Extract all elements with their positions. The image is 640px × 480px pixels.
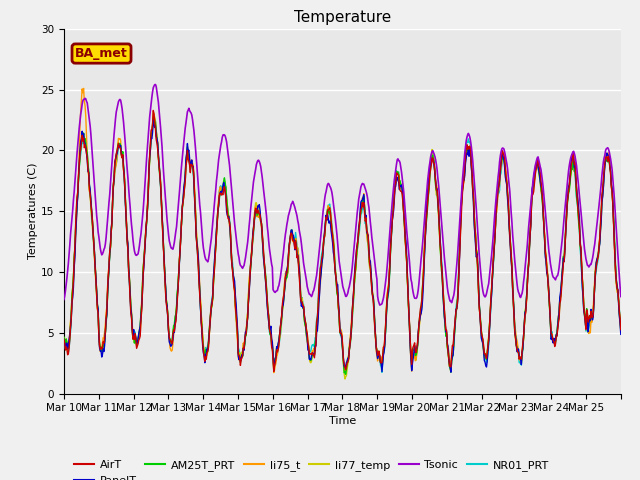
- AirT: [125, 277, 133, 283]
- AM25T_PRT: [617, 328, 625, 334]
- li75_t: [228, 265, 236, 271]
- Tsonic: [60, 297, 68, 302]
- li77_temp: [617, 327, 625, 333]
- Tsonic: [401, 208, 409, 214]
- PanelT: [125, 276, 133, 281]
- li77_temp: [433, 192, 440, 198]
- AirT: [150, 108, 157, 113]
- Y-axis label: Temperatures (C): Temperatures (C): [28, 163, 38, 260]
- li75_t: [256, 216, 264, 222]
- NR01_PRT: [125, 280, 133, 286]
- Tsonic: [125, 195, 133, 201]
- NR01_PRT: [433, 188, 440, 193]
- li77_temp: [277, 325, 285, 331]
- AM25T_PRT: [228, 264, 236, 270]
- NR01_PRT: [256, 209, 264, 215]
- li77_temp: [60, 336, 68, 342]
- li77_temp: [125, 275, 133, 280]
- AM25T_PRT: [150, 115, 158, 120]
- AirT: [433, 187, 440, 193]
- Tsonic: [376, 302, 383, 308]
- Line: NR01_PRT: NR01_PRT: [64, 113, 621, 372]
- li77_temp: [341, 376, 349, 382]
- AirT: [401, 236, 409, 242]
- PanelT: [432, 179, 440, 185]
- PanelT: [617, 332, 625, 337]
- AirT: [278, 311, 285, 316]
- PanelT: [228, 264, 236, 270]
- Tsonic: [228, 195, 236, 201]
- li77_temp: [256, 212, 264, 218]
- PanelT: [60, 337, 68, 343]
- Tsonic: [277, 269, 285, 275]
- NR01_PRT: [277, 326, 285, 332]
- AM25T_PRT: [256, 212, 264, 217]
- li75_t: [126, 286, 134, 292]
- NR01_PRT: [617, 323, 625, 328]
- Line: Tsonic: Tsonic: [64, 84, 621, 305]
- Line: li75_t: li75_t: [64, 88, 621, 372]
- AirT: [270, 369, 278, 374]
- PanelT: [447, 369, 455, 375]
- PanelT: [401, 219, 408, 225]
- PanelT: [150, 117, 157, 123]
- AM25T_PRT: [433, 188, 440, 193]
- Line: AirT: AirT: [64, 110, 621, 372]
- li75_t: [617, 325, 625, 331]
- NR01_PRT: [150, 110, 157, 116]
- Tsonic: [256, 161, 264, 167]
- li75_t: [80, 85, 88, 91]
- NR01_PRT: [378, 370, 386, 375]
- li75_t: [270, 370, 278, 375]
- li77_temp: [150, 112, 158, 118]
- li75_t: [433, 182, 440, 188]
- AM25T_PRT: [125, 275, 133, 280]
- Tsonic: [152, 82, 159, 87]
- Tsonic: [617, 294, 625, 300]
- Legend: AirT, PanelT, AM25T_PRT, li75_t, li77_temp, Tsonic, NR01_PRT: AirT, PanelT, AM25T_PRT, li75_t, li77_te…: [70, 456, 553, 480]
- NR01_PRT: [228, 259, 236, 264]
- Line: AM25T_PRT: AM25T_PRT: [64, 118, 621, 374]
- AirT: [228, 267, 236, 273]
- AM25T_PRT: [60, 335, 68, 340]
- AirT: [256, 212, 264, 217]
- Tsonic: [433, 162, 440, 168]
- AM25T_PRT: [342, 372, 349, 377]
- li77_temp: [401, 235, 409, 241]
- NR01_PRT: [60, 336, 68, 341]
- NR01_PRT: [401, 236, 409, 241]
- li75_t: [60, 335, 68, 340]
- Title: Temperature: Temperature: [294, 10, 391, 25]
- li75_t: [278, 313, 285, 319]
- Line: PanelT: PanelT: [64, 120, 621, 372]
- Line: li77_temp: li77_temp: [64, 115, 621, 379]
- li77_temp: [228, 265, 236, 271]
- PanelT: [256, 207, 264, 213]
- li75_t: [401, 238, 409, 244]
- AM25T_PRT: [277, 321, 285, 326]
- PanelT: [277, 318, 285, 324]
- AM25T_PRT: [401, 236, 409, 241]
- AirT: [60, 336, 68, 342]
- X-axis label: Time: Time: [329, 416, 356, 426]
- Text: BA_met: BA_met: [75, 47, 128, 60]
- AirT: [617, 327, 625, 333]
